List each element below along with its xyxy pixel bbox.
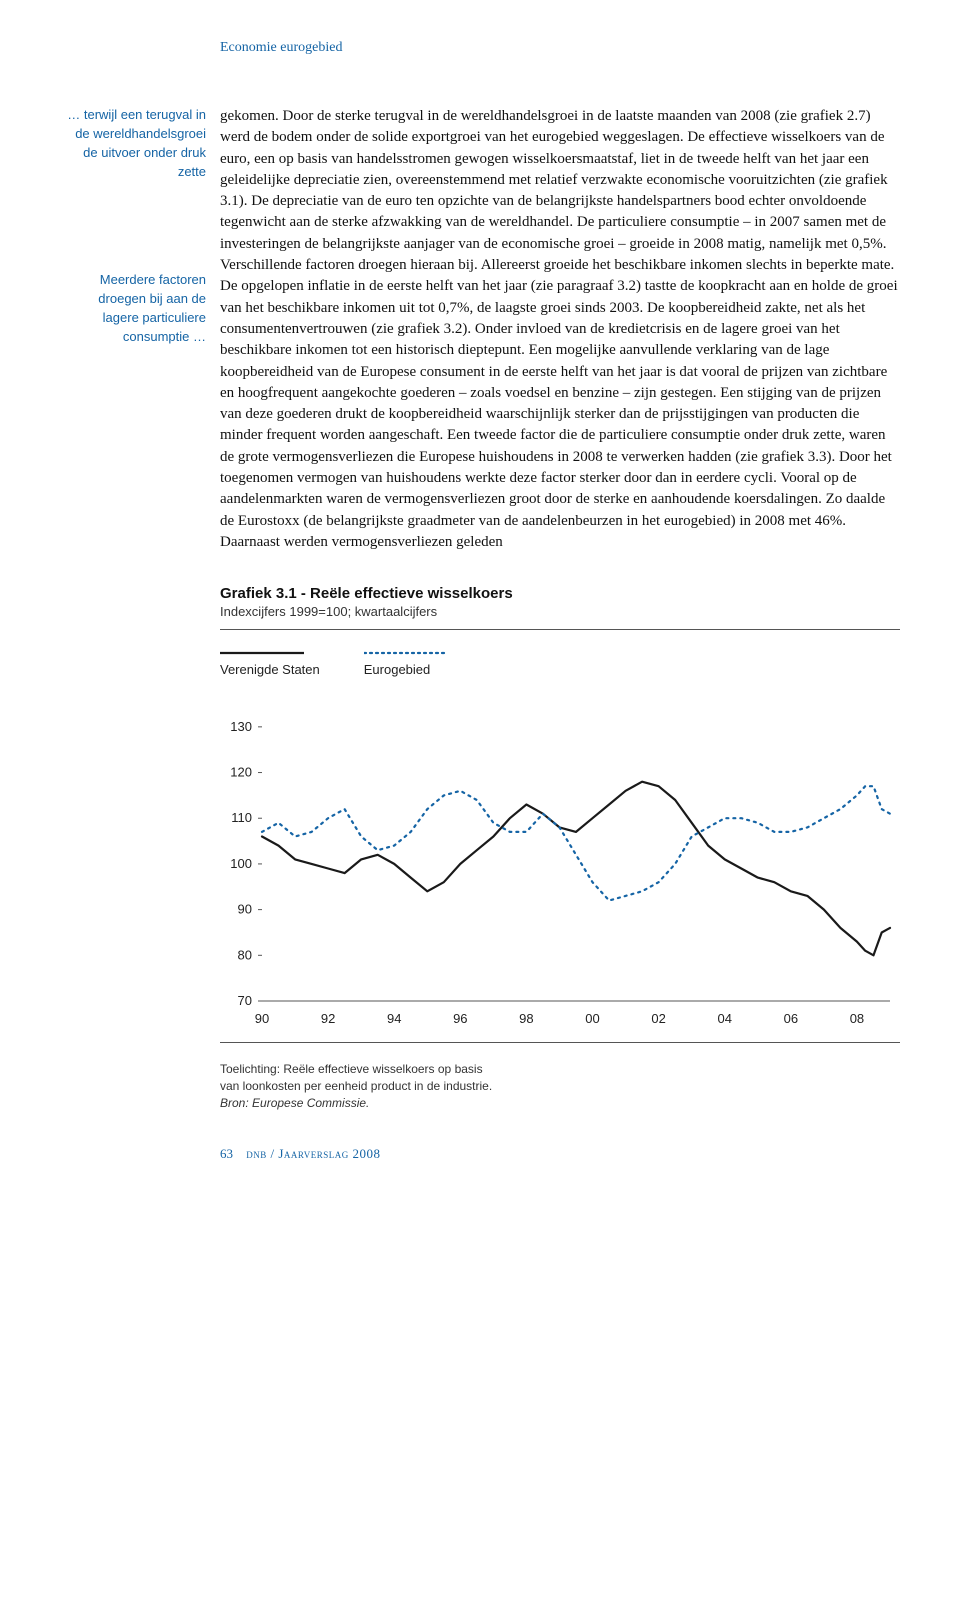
chart-note-line1: Toelichting: Reële effectieve wisselkoer…: [220, 1062, 483, 1076]
footer-text: dnb / Jaarverslag 2008: [246, 1146, 380, 1161]
svg-text:08: 08: [850, 1011, 864, 1026]
margin-note-2: Meerdere factoren droegen bij aan de lag…: [60, 271, 206, 346]
chart-rule-top: [220, 629, 900, 630]
svg-text:120: 120: [230, 765, 252, 780]
svg-text:94: 94: [387, 1011, 401, 1026]
svg-text:130: 130: [230, 719, 252, 734]
svg-text:70: 70: [238, 993, 252, 1008]
legend-item-us: Verenigde Staten: [220, 648, 320, 677]
svg-text:04: 04: [718, 1011, 732, 1026]
legend-swatch-solid: [220, 648, 304, 658]
svg-text:90: 90: [255, 1011, 269, 1026]
legend-item-euro: Eurogebied: [364, 648, 448, 677]
chart-legend: Verenigde Staten Eurogebied: [220, 648, 900, 677]
chart-subtitle: Indexcijfers 1999=100; kwartaalcijfers: [220, 604, 900, 619]
margin-note-1: … terwijl een terugval in de wereldhande…: [60, 106, 206, 181]
page-number: 63: [220, 1146, 233, 1162]
running-head: Economie eurogebied: [220, 40, 900, 56]
legend-label-us: Verenigde Staten: [220, 662, 320, 677]
page-footer: 63 dnb / Jaarverslag 2008: [220, 1146, 900, 1162]
legend-label-euro: Eurogebied: [364, 662, 431, 677]
chart-footnote: Toelichting: Reële effectieve wisselkoer…: [220, 1061, 900, 1111]
svg-text:110: 110: [231, 810, 252, 825]
chart-note-line2: van loonkosten per eenheid product in de…: [220, 1079, 492, 1093]
svg-text:92: 92: [321, 1011, 335, 1026]
svg-text:02: 02: [651, 1011, 665, 1026]
svg-text:80: 80: [238, 948, 252, 963]
svg-text:96: 96: [453, 1011, 467, 1026]
svg-text:100: 100: [230, 856, 252, 871]
chart-note-source: Bron: Europese Commissie.: [220, 1096, 369, 1110]
svg-text:00: 00: [585, 1011, 599, 1026]
chart-rule-bottom: [220, 1042, 900, 1043]
legend-swatch-dotted: [364, 648, 448, 658]
chart-title: Grafiek 3.1 - Reële effectieve wisselkoe…: [220, 585, 900, 602]
svg-text:90: 90: [238, 902, 252, 917]
exchange-rate-chart: 70 80 90 100 110 120 130 90 92 94 96 98 00 02 04 06 08: [220, 699, 900, 1029]
svg-text:06: 06: [784, 1011, 798, 1026]
svg-text:98: 98: [519, 1011, 533, 1026]
body-paragraph: gekomen. Door de sterke terugval in de w…: [220, 106, 900, 553]
